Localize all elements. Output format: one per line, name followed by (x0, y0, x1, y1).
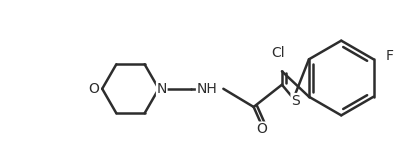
Text: O: O (256, 122, 267, 136)
Text: Cl: Cl (271, 46, 285, 60)
Text: NH: NH (197, 82, 217, 96)
Text: F: F (386, 49, 394, 63)
Text: O: O (89, 82, 100, 96)
Text: N: N (157, 82, 167, 96)
Text: S: S (291, 94, 300, 108)
